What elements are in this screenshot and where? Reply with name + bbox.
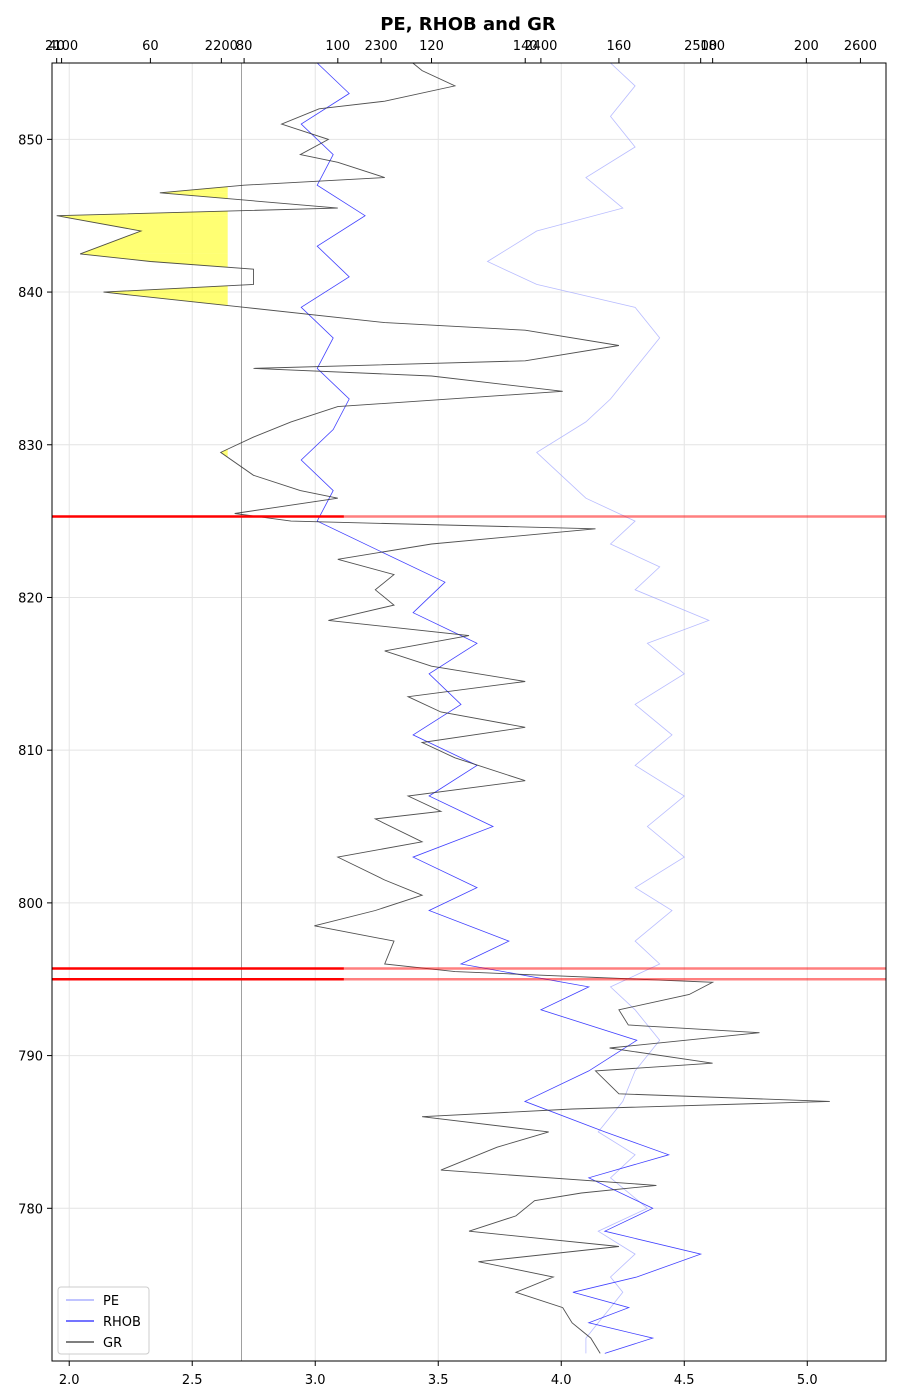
x-tick-label-bottom: 3.5 xyxy=(428,1373,449,1388)
x-tick-label-bottom: 4.0 xyxy=(551,1373,572,1388)
series-line-pe xyxy=(486,62,710,1354)
legend-label-pe: PE xyxy=(103,1294,119,1309)
x-tick-label-top: 2600 xyxy=(844,39,877,54)
x-tick-label-bottom: 3.0 xyxy=(305,1373,326,1388)
y-tick-label: 850 xyxy=(18,133,43,148)
x-tick-label-top: 2100 xyxy=(45,39,78,54)
y-tick-label: 820 xyxy=(18,591,43,606)
x-tick-label-top: 160 xyxy=(607,39,632,54)
x-tick-label-bottom: 2.0 xyxy=(59,1373,80,1388)
gr-fill-segment xyxy=(80,230,228,254)
series-layer xyxy=(56,62,830,1354)
legend-label-gr: GR xyxy=(103,1336,122,1351)
x-tick-label-top: 120 xyxy=(419,39,444,54)
y-tick-label: 840 xyxy=(18,286,43,301)
gr-fill-segment xyxy=(80,253,228,262)
legend-label-rhob: RHOB xyxy=(103,1315,141,1330)
legend-box xyxy=(57,1286,150,1355)
x-tick-label-top: 60 xyxy=(142,39,159,54)
x-tick-label-top: 2400 xyxy=(524,39,557,54)
series-line-rhob xyxy=(300,62,703,1354)
grid-layer xyxy=(52,63,886,1361)
x-tick-label-top: 100 xyxy=(325,39,350,54)
y-tick-label: 780 xyxy=(18,1202,43,1217)
legend: PE RHOB GR xyxy=(57,1286,150,1355)
x-tick-label-top: 180 xyxy=(700,39,725,54)
chart-title: PE, RHOB and GR xyxy=(380,14,556,35)
x-tick-label-top: 80 xyxy=(236,39,253,54)
y-tick-label: 830 xyxy=(18,439,43,454)
gr-fill-segment xyxy=(56,215,228,231)
series-line-gr xyxy=(56,62,830,1354)
y-tick-label: 790 xyxy=(18,1050,43,1065)
x-tick-label-top: 40 xyxy=(48,39,65,54)
x-tick-label-top: 2200 xyxy=(205,39,238,54)
x-tick-label-bottom: 2.5 xyxy=(182,1373,203,1388)
x-tick-label-top: 2500 xyxy=(684,39,717,54)
marker-layer xyxy=(52,515,886,981)
fill-layer xyxy=(56,186,228,458)
x-tick-label-top: 2300 xyxy=(365,39,398,54)
y-tick-label: 810 xyxy=(18,744,43,759)
plot-frame xyxy=(51,62,887,1362)
x-tick-label-bottom: 5.0 xyxy=(797,1373,818,1388)
x-tick-label-bottom: 4.5 xyxy=(674,1373,695,1388)
x-tick-label-top: 140 xyxy=(513,39,538,54)
tick-layer: 2.0 2.5 3.0 3.5 4.0 4.5 5.0 40 60 80 100 120 140 160 1… xyxy=(18,39,877,1388)
y-tick-label: 800 xyxy=(18,897,43,912)
x-tick-label-top: 200 xyxy=(794,39,819,54)
